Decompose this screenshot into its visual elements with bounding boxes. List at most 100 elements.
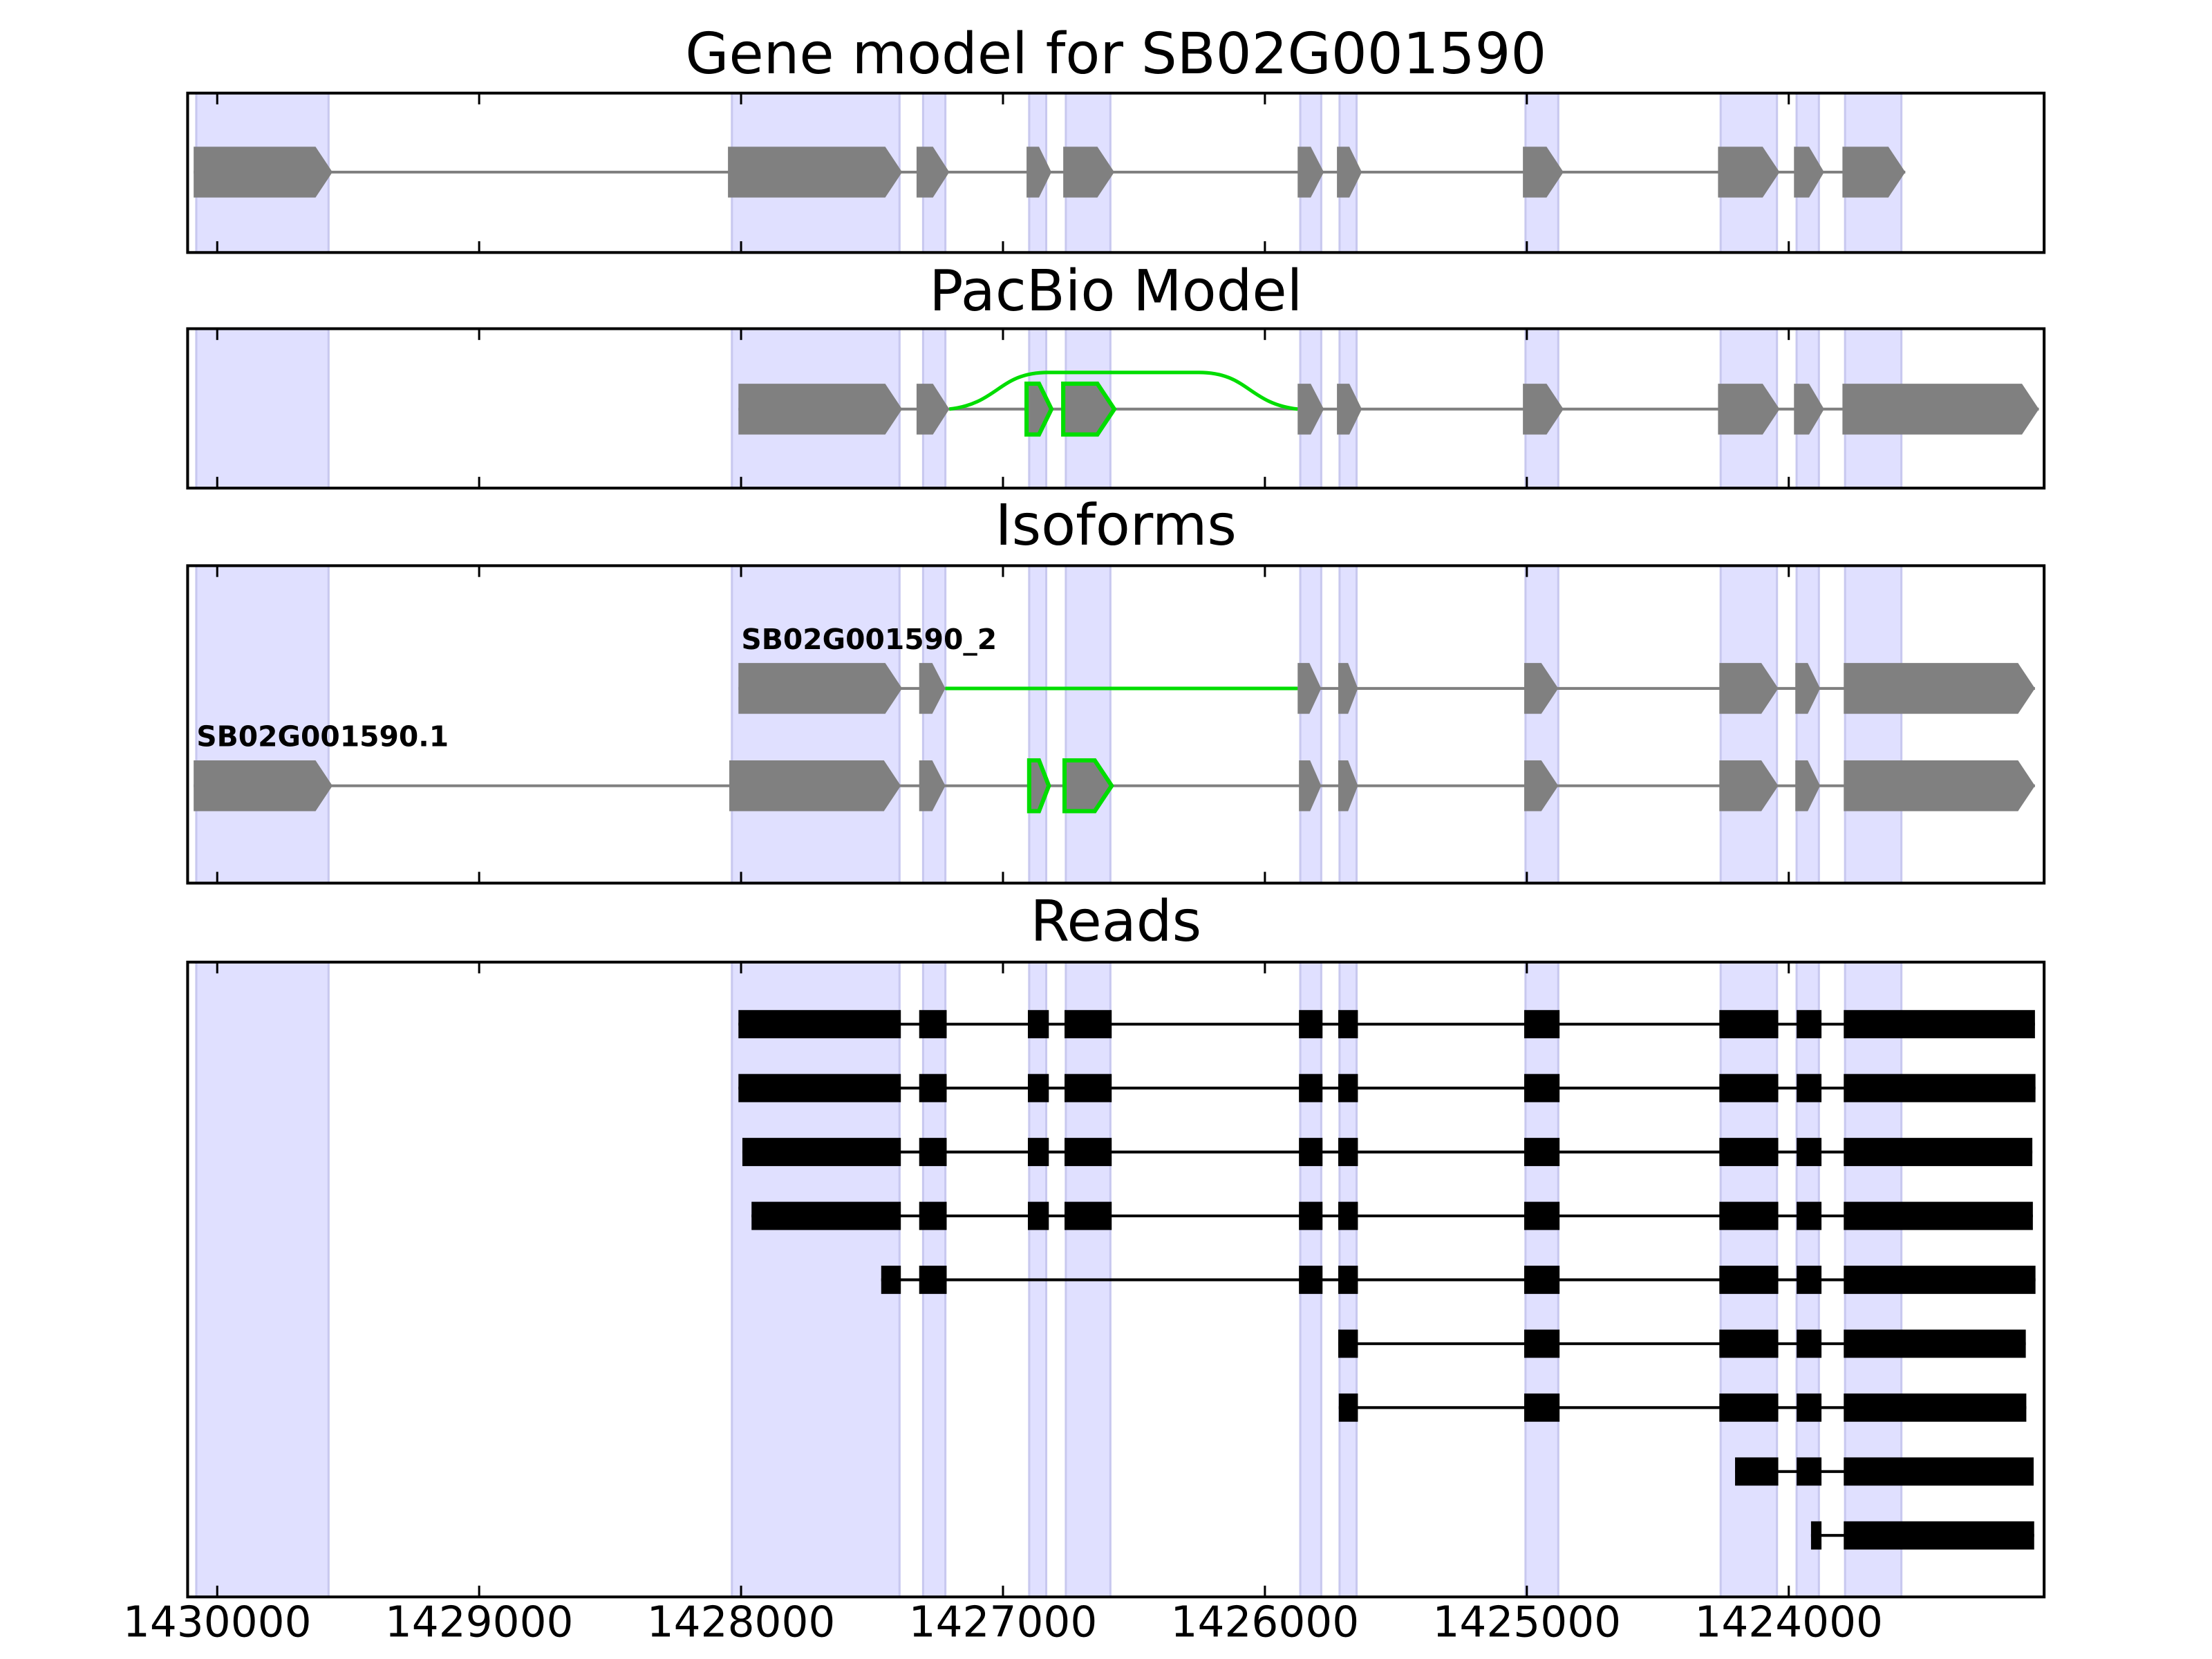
exon	[1844, 1010, 2035, 1039]
exon	[919, 760, 946, 812]
highlight-region	[1795, 564, 1820, 885]
exon	[1299, 1138, 1323, 1166]
x-tick-label: 1430000	[123, 1597, 312, 1647]
exon	[1299, 1010, 1323, 1039]
panel-frame	[186, 91, 2046, 254]
highlight-region	[1299, 564, 1322, 885]
exon	[919, 1010, 947, 1039]
exon	[729, 760, 901, 812]
exon	[1065, 1010, 1112, 1039]
exon	[1797, 1457, 1822, 1486]
exon	[1524, 760, 1559, 812]
panel-frame	[186, 327, 2046, 490]
panel-title: PacBio Model	[929, 259, 1302, 324]
exon	[1337, 384, 1362, 435]
exon	[1524, 1010, 1560, 1039]
x-tick-label: 1424000	[1694, 1597, 1883, 1647]
highlight-region	[195, 564, 330, 885]
exon	[1797, 1138, 1822, 1166]
alt-intron	[949, 371, 1298, 411]
exon	[1338, 663, 1358, 714]
exon	[916, 147, 950, 198]
exon	[194, 760, 332, 812]
isoform-label: SB02G001590_2	[741, 623, 997, 656]
exon	[1027, 1138, 1049, 1166]
exon	[1299, 1074, 1323, 1103]
exon	[1338, 1074, 1358, 1103]
exon	[751, 1201, 901, 1230]
exon	[1844, 1138, 2033, 1166]
exon	[1844, 760, 2035, 812]
exon	[1297, 147, 1324, 198]
exon	[919, 1266, 947, 1294]
highlight-region	[195, 961, 330, 1598]
highlight-region	[1719, 564, 1779, 885]
highlight-region	[731, 961, 901, 1598]
highlight-region	[921, 564, 947, 885]
exon	[1810, 1521, 1822, 1550]
exon	[1027, 1074, 1049, 1103]
exon	[1844, 1393, 2027, 1422]
panel-frame	[186, 564, 2046, 885]
exon	[1797, 1393, 1822, 1422]
exon	[1065, 1074, 1112, 1103]
exon	[1797, 1074, 1822, 1103]
exon	[1524, 1201, 1560, 1230]
x-tick-label: 1425000	[1432, 1597, 1621, 1647]
exon	[194, 147, 332, 198]
exon	[742, 1138, 901, 1166]
exon	[1844, 1329, 2026, 1358]
exon	[1027, 1201, 1049, 1230]
exon	[1718, 147, 1780, 198]
panel-title: Isoforms	[995, 493, 1237, 559]
exon	[881, 1266, 901, 1294]
highlight-region	[1524, 564, 1559, 885]
x-tick-label: 1428000	[647, 1597, 836, 1647]
exon	[1719, 1201, 1779, 1230]
highlight-region	[1844, 564, 1903, 885]
exon	[738, 1010, 901, 1039]
isoform-label: SB02G001590.1	[196, 720, 449, 753]
exon	[1844, 1074, 2036, 1103]
alt-exon	[1062, 758, 1114, 814]
alt-exon	[1061, 382, 1117, 437]
exon	[1797, 1010, 1822, 1039]
panel-frame	[186, 960, 2046, 1599]
exon	[1844, 1457, 2034, 1486]
exon	[1844, 1201, 2033, 1230]
exon	[1338, 760, 1358, 812]
exon	[1338, 1266, 1358, 1294]
exon	[1299, 760, 1322, 812]
exon	[1337, 147, 1362, 198]
exon	[1027, 1010, 1049, 1039]
panel-title: Reads	[1030, 889, 1201, 955]
exon	[1338, 1138, 1358, 1166]
exon	[1844, 1521, 2034, 1550]
exon	[1719, 1329, 1779, 1358]
exon	[1523, 384, 1564, 435]
exon	[1719, 760, 1779, 812]
exon	[1524, 663, 1559, 714]
exon	[1063, 147, 1115, 198]
exon	[1338, 1010, 1358, 1039]
exon	[728, 147, 903, 198]
highlight-region	[195, 327, 330, 489]
exon	[738, 1074, 901, 1103]
exon	[1797, 1201, 1822, 1230]
exon	[1719, 1266, 1779, 1294]
exon	[1797, 1329, 1822, 1358]
exon	[738, 384, 903, 435]
exon	[1719, 1138, 1779, 1166]
exon	[919, 663, 946, 714]
exon	[919, 1138, 947, 1166]
exon	[1719, 1074, 1779, 1103]
exon	[1794, 384, 1824, 435]
alt-exon	[1027, 758, 1051, 814]
highlight-region	[1028, 564, 1048, 885]
exon	[1842, 384, 2039, 435]
x-tick-label: 1427000	[909, 1597, 1098, 1647]
alt-exon	[1024, 382, 1054, 437]
exon	[1338, 1201, 1358, 1230]
exon	[1718, 384, 1780, 435]
